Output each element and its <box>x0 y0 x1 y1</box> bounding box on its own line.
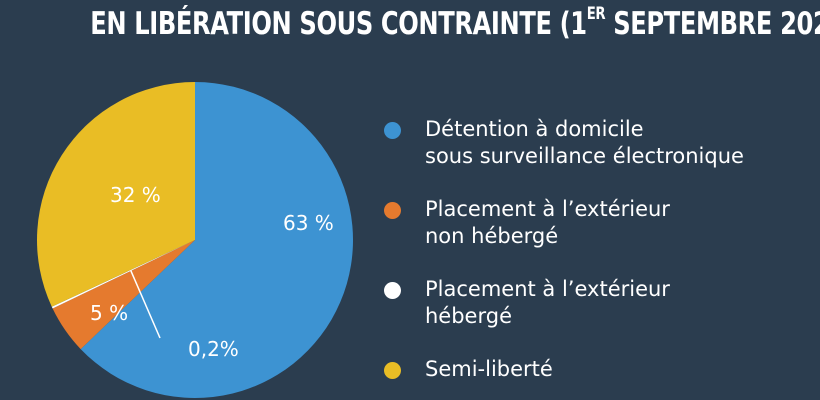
pie-label-0-2: 0,2% <box>188 337 239 361</box>
pie-label-5: 5 % <box>90 301 128 325</box>
legend-swatch-yellow <box>384 362 401 379</box>
pie-slice-placement-heberge <box>51 240 196 309</box>
legend-label-line: Placement à l’extérieur <box>425 197 670 221</box>
pie-slice-detention-domicile <box>80 82 354 398</box>
chart-title-suffix: SEPTEMBRE 2023) <box>613 6 820 42</box>
legend-swatch-orange <box>384 202 401 219</box>
pie-slice-placement-non-heberge <box>52 240 195 350</box>
leader-line <box>130 270 161 339</box>
legend-label-line: non hébergé <box>425 224 559 248</box>
legend-label-line: sous surveillance électronique <box>425 144 744 168</box>
pie-slice-semi-liberte <box>37 82 195 307</box>
legend-label: Semi-liberté <box>425 356 553 383</box>
legend-swatch-white <box>384 282 401 299</box>
chart-title-prefix: EN LIBÉRATION SOUS CONTRAINTE (1 <box>90 6 587 42</box>
legend-label: Détention à domicile sous surveillance é… <box>425 116 744 170</box>
legend-label-line: Détention à domicile <box>425 117 644 141</box>
legend-swatch-blue <box>384 122 401 139</box>
legend-item-semi-liberte: Semi-liberté <box>384 356 553 383</box>
pie-label-32: 32 % <box>110 183 161 207</box>
legend-label-line: hébergé <box>425 304 512 328</box>
legend-label-line: Semi-liberté <box>425 357 553 381</box>
legend-label-line: Placement à l’extérieur <box>425 277 670 301</box>
legend-label: Placement à l’extérieur hébergé <box>425 276 670 330</box>
legend-item-placement-non-heberge: Placement à l’extérieur non hébergé <box>384 196 670 250</box>
legend-item-detention-domicile: Détention à domicile sous surveillance é… <box>384 116 744 170</box>
chart-title-superscript: ER <box>586 4 606 24</box>
legend-item-placement-heberge: Placement à l’extérieur hébergé <box>384 276 670 330</box>
chart-title: EN LIBÉRATION SOUS CONTRAINTE (1ER SEPTE… <box>90 4 820 42</box>
legend-label: Placement à l’extérieur non hébergé <box>425 196 670 250</box>
pie-label-63: 63 % <box>283 211 334 235</box>
